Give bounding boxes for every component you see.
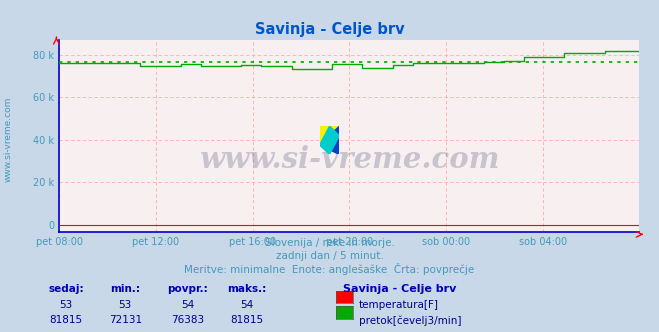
Text: 81815: 81815 (49, 315, 82, 325)
Text: povpr.:: povpr.: (167, 284, 208, 294)
Text: www.si-vreme.com: www.si-vreme.com (199, 145, 500, 174)
Polygon shape (320, 126, 339, 154)
Text: 76383: 76383 (171, 315, 204, 325)
Polygon shape (320, 126, 339, 145)
Text: min.:: min.: (110, 284, 140, 294)
Text: Savinja - Celje brv: Savinja - Celje brv (254, 22, 405, 37)
Text: maks.:: maks.: (227, 284, 267, 294)
Text: Slovenija / reke in morje.: Slovenija / reke in morje. (264, 238, 395, 248)
Text: 72131: 72131 (109, 315, 142, 325)
Text: 81815: 81815 (231, 315, 264, 325)
Text: Meritve: minimalne  Enote: anglešaške  Črta: povprečje: Meritve: minimalne Enote: anglešaške Črt… (185, 263, 474, 275)
Text: Savinja - Celje brv: Savinja - Celje brv (343, 284, 456, 294)
Text: zadnji dan / 5 minut.: zadnji dan / 5 minut. (275, 251, 384, 261)
Text: 54: 54 (241, 300, 254, 310)
Polygon shape (320, 126, 339, 154)
Text: sedaj:: sedaj: (48, 284, 84, 294)
Text: www.si-vreme.com: www.si-vreme.com (3, 97, 13, 182)
Text: 53: 53 (119, 300, 132, 310)
Text: 54: 54 (181, 300, 194, 310)
Text: temperatura[F]: temperatura[F] (359, 300, 439, 310)
Text: 53: 53 (59, 300, 72, 310)
Text: pretok[čevelj3/min]: pretok[čevelj3/min] (359, 315, 462, 326)
